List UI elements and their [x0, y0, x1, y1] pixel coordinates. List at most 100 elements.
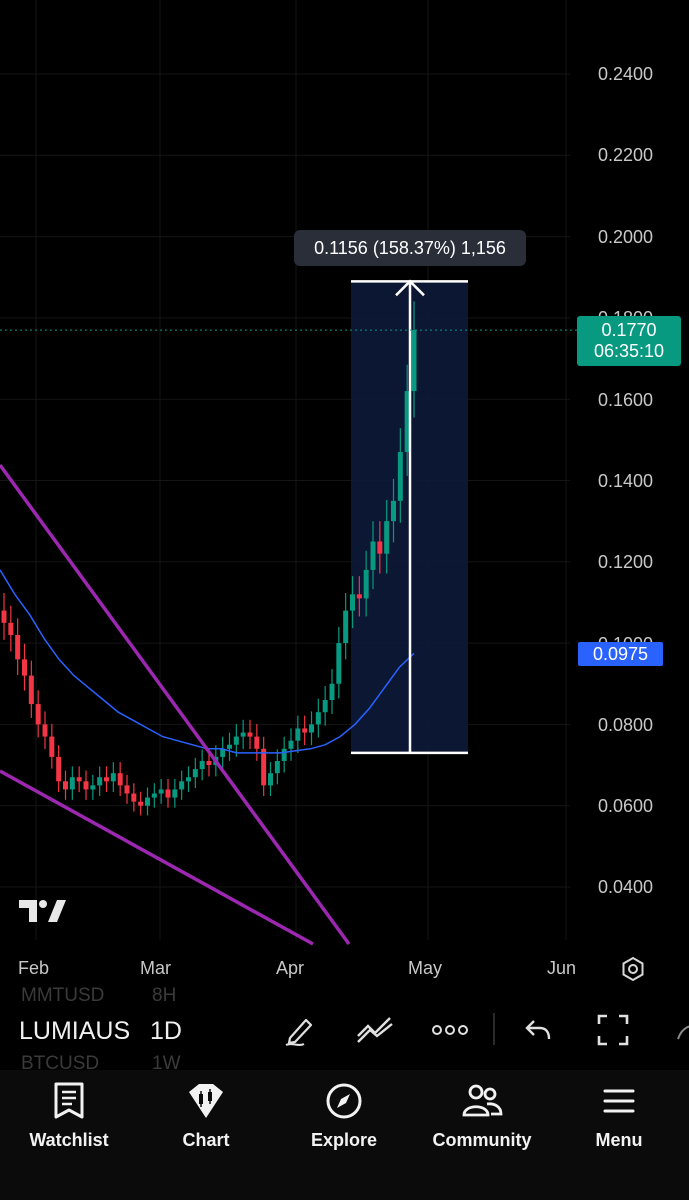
price-tick: 0.0600 [597, 796, 653, 816]
indicators-button[interactable] [356, 1014, 394, 1046]
candle-body [240, 732, 246, 737]
candle-body [110, 773, 116, 782]
candle-body [350, 594, 355, 611]
candle-body [404, 391, 410, 453]
candle-body [322, 700, 328, 713]
candle-body [158, 789, 164, 794]
candle-body [302, 728, 308, 733]
candle-body [227, 744, 232, 749]
candle-body [220, 748, 226, 757]
chart-area[interactable]: 0.2400 0.2200 0.2000 0.1800 0.1600 0.140… [0, 0, 689, 990]
nav-watchlist[interactable]: Watchlist [9, 1082, 129, 1151]
candle-body [356, 594, 362, 599]
next-symbol[interactable]: BTCUSD [21, 1053, 100, 1074]
interval-selector[interactable]: 1D [150, 1017, 182, 1045]
community-icon [462, 1084, 503, 1117]
candle-body [165, 789, 171, 798]
fullscreen-icon [597, 1014, 629, 1046]
more-icon [432, 1025, 468, 1035]
candle-body [261, 748, 267, 786]
nav-chart[interactable]: Chart [146, 1082, 266, 1151]
moving-average-tag: 0.0975 [578, 642, 663, 666]
candle-body [56, 756, 62, 782]
nav-label: Community [432, 1130, 532, 1150]
price-tick: 0.0800 [597, 715, 653, 735]
price-tick: 0.2400 [597, 64, 653, 84]
candle-body [336, 643, 342, 684]
candle-body [76, 777, 82, 782]
candle-body [370, 541, 376, 570]
symbol-selector[interactable]: LUMIAUS [19, 1017, 131, 1045]
time-tick: Apr [276, 958, 305, 978]
candle-body [192, 769, 198, 778]
candle-body [90, 785, 96, 790]
candle-body [233, 736, 239, 745]
candle-body [343, 610, 349, 644]
price-tick: 0.1400 [597, 471, 653, 491]
price-tick: 0.2000 [597, 227, 653, 247]
candle-body [309, 724, 314, 733]
prev-symbol[interactable]: MMTUSD [21, 985, 105, 1006]
time-tick: May [408, 958, 443, 978]
trendline-upper [0, 463, 351, 946]
more-button[interactable] [430, 1018, 470, 1042]
candle-body [15, 634, 21, 660]
candle-body [69, 777, 75, 790]
candle-body [138, 801, 144, 806]
tradingview-logo [19, 900, 66, 922]
candle-body [281, 748, 287, 761]
nav-label: Watchlist [29, 1130, 109, 1150]
settings-icon[interactable] [620, 956, 646, 982]
candle-body [363, 569, 369, 599]
candle-body [117, 773, 123, 786]
chart-icon [189, 1084, 223, 1118]
time-tick: Jun [547, 958, 577, 978]
menu-icon [603, 1089, 635, 1113]
undo-icon [525, 1020, 551, 1040]
candle-body [377, 541, 383, 554]
nav-menu[interactable]: Menu [559, 1082, 679, 1151]
toolbar-overflow[interactable] [676, 1021, 689, 1041]
watchlist-icon [54, 1082, 84, 1119]
measure-tooltip: 0.1156 (158.37%) 1,156 [294, 230, 526, 266]
candle-body [288, 740, 294, 749]
candle-body [131, 793, 137, 802]
candle-body [35, 704, 41, 725]
candle-body [206, 760, 212, 766]
candle-body [199, 760, 205, 770]
candle-body [186, 777, 191, 782]
time-tick: Mar [140, 958, 171, 978]
price-chart[interactable] [0, 0, 689, 990]
candle-body [247, 732, 253, 737]
nav-label: Chart [182, 1130, 230, 1150]
candle-body [151, 793, 157, 798]
candle-body [104, 777, 109, 782]
partial-icon [677, 1025, 689, 1040]
compass-icon [326, 1083, 362, 1119]
trendline-lower [0, 769, 314, 946]
candle-body [295, 728, 301, 741]
nav-community[interactable]: Community [422, 1082, 542, 1151]
price-tick: 0.2200 [597, 145, 653, 165]
candle-body [97, 777, 103, 786]
candle-body [22, 659, 27, 676]
candle-body [124, 785, 130, 794]
undo-button[interactable] [522, 1015, 554, 1045]
candle-body [63, 781, 68, 790]
prev-interval[interactable]: 8H [152, 985, 177, 1006]
price-tick: 0.1600 [597, 390, 653, 410]
price-tick: 0.1200 [597, 552, 653, 572]
next-interval[interactable]: 1W [152, 1053, 181, 1074]
candle-body [397, 452, 403, 501]
draw-tool-button[interactable] [282, 1012, 318, 1048]
candle-body [254, 736, 260, 749]
bar-countdown: 06:35:10 [593, 341, 665, 361]
measure-arrow [395, 279, 425, 297]
indicators-icon [357, 1017, 393, 1043]
nav-explore[interactable]: Explore [284, 1082, 404, 1151]
candle-body [315, 712, 321, 725]
candle-body [411, 330, 417, 392]
candle-body [1, 610, 7, 623]
candle-body [329, 683, 335, 701]
fullscreen-button[interactable] [595, 1012, 631, 1048]
